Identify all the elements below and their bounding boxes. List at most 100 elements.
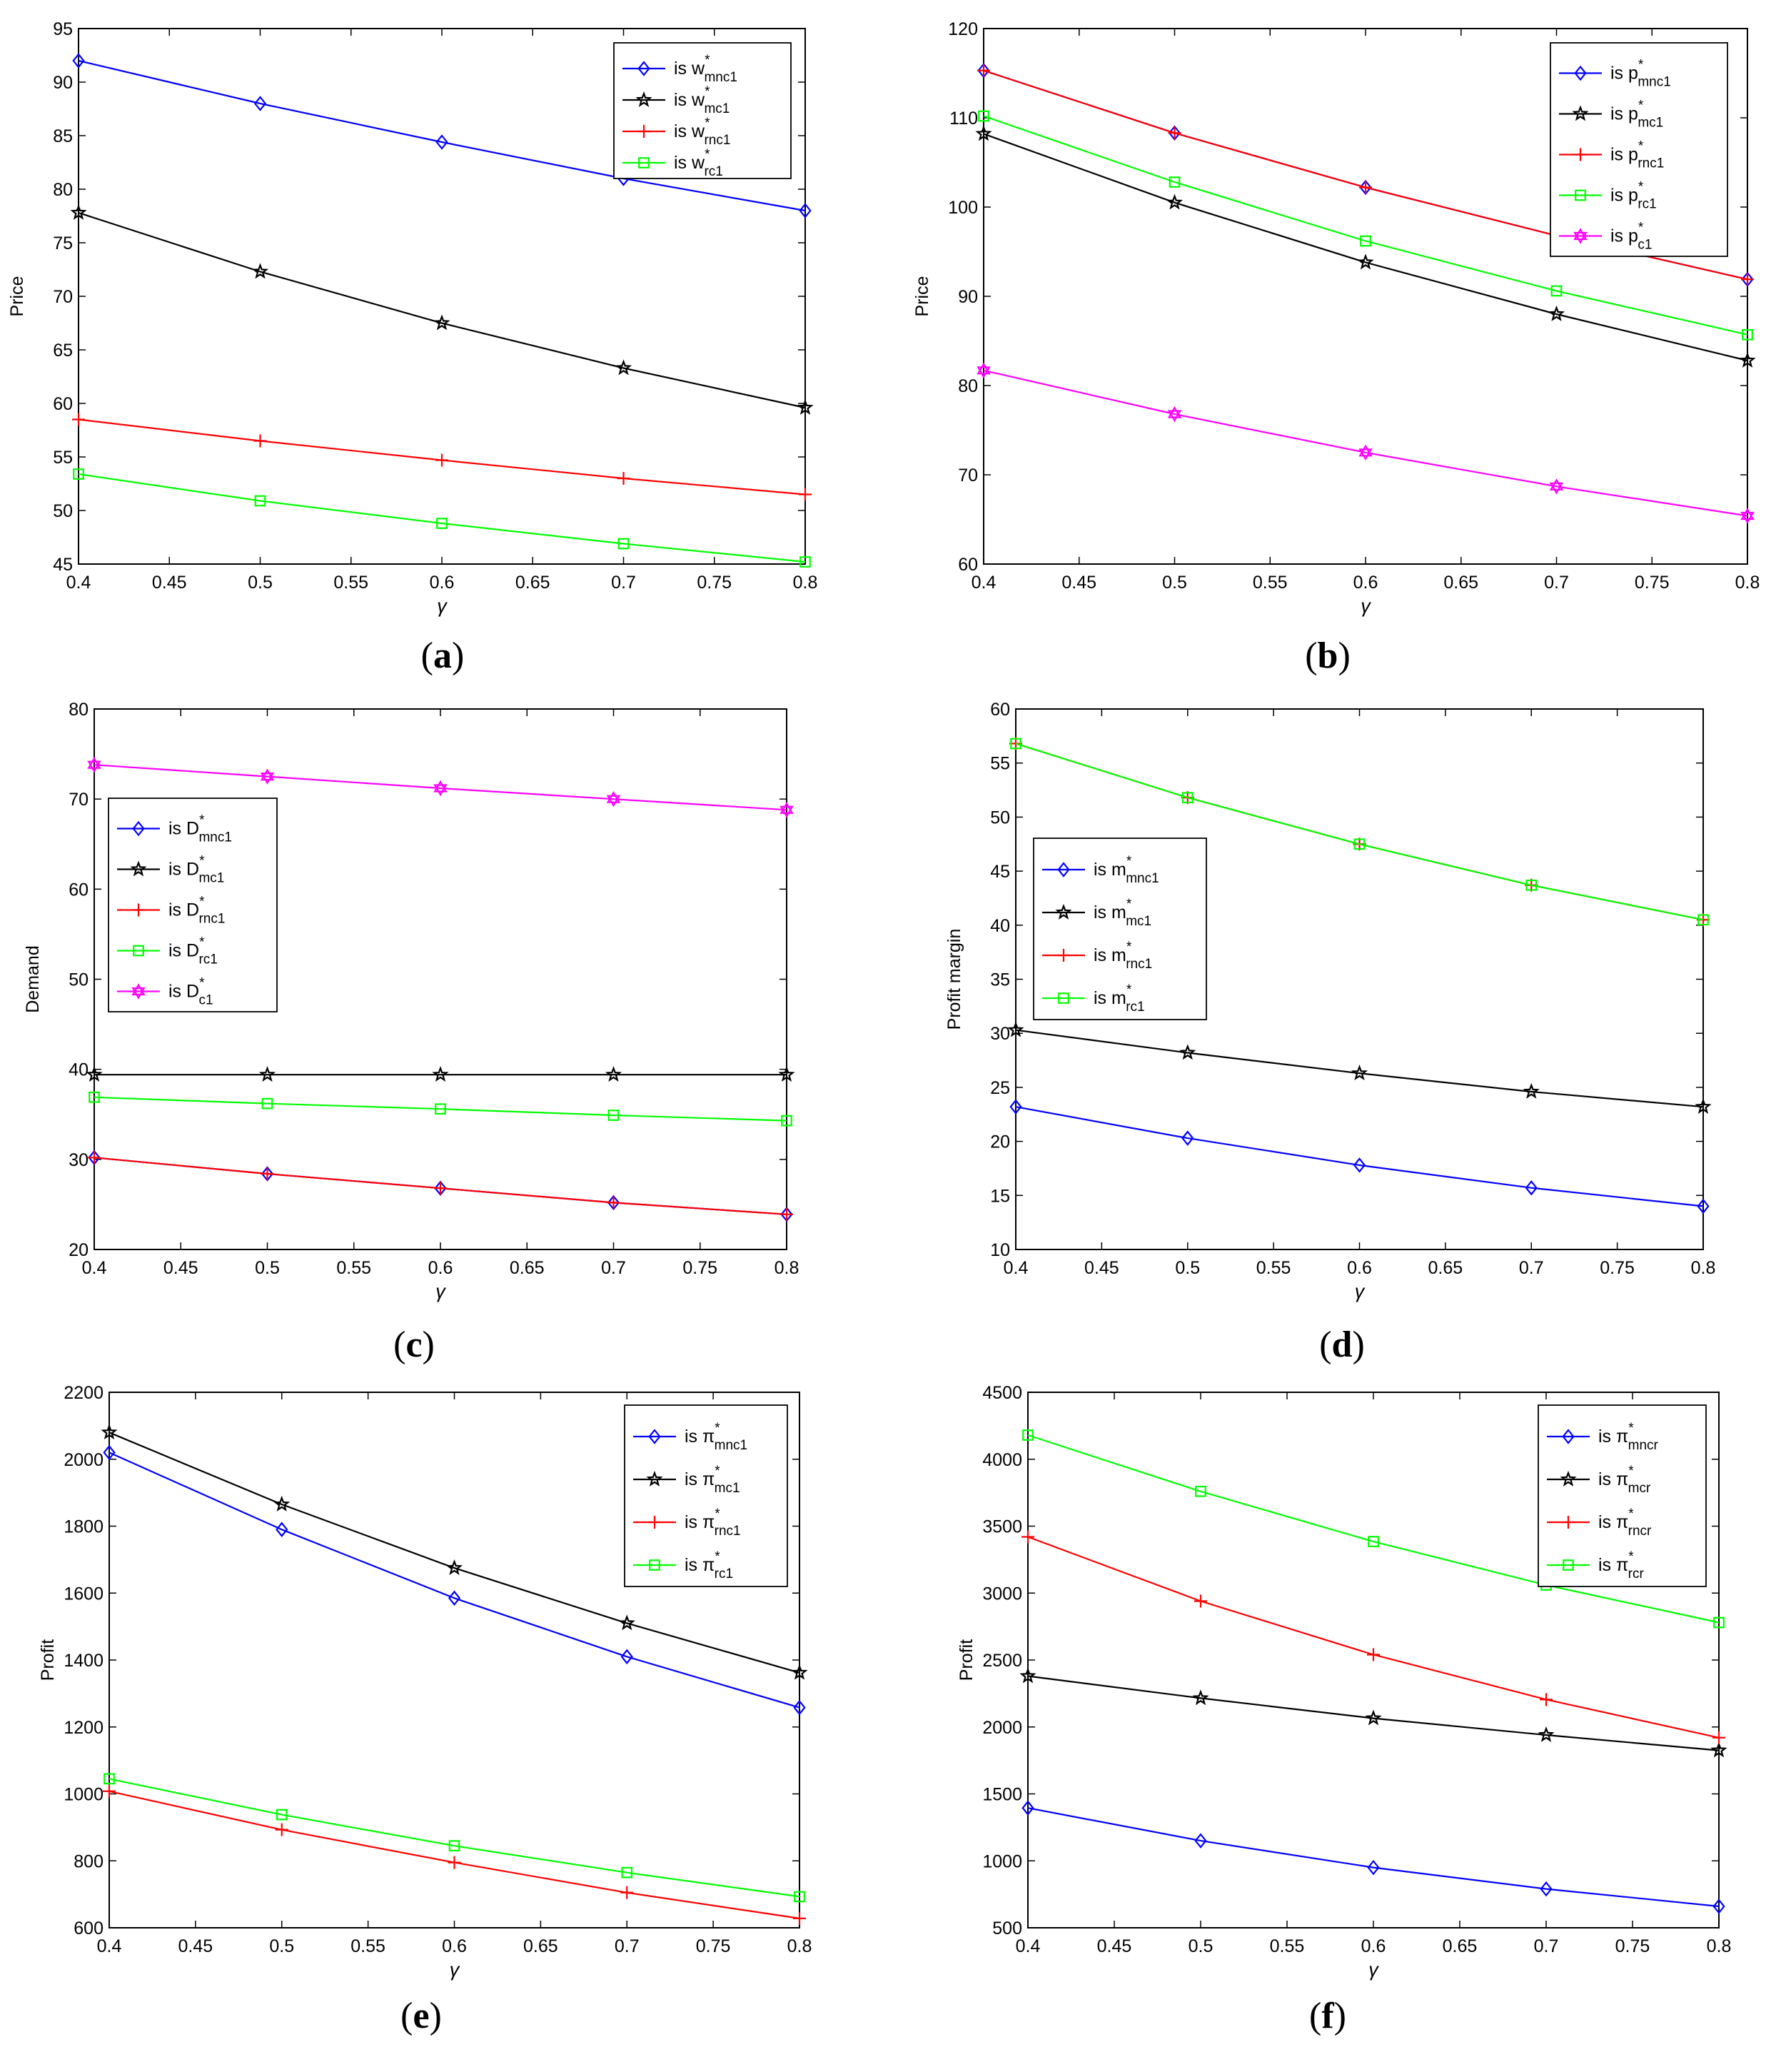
data-point	[260, 772, 275, 785]
data-point	[620, 1886, 634, 1899]
y-tick-label: 2000	[64, 1450, 104, 1470]
series-rnc1	[103, 1784, 806, 1925]
data-point	[448, 1840, 460, 1852]
data-point	[615, 359, 632, 376]
x-tick-label: 0.75	[1600, 1258, 1635, 1278]
data-point	[1194, 1594, 1207, 1608]
data-point	[73, 468, 84, 480]
data-point	[975, 125, 992, 141]
y-tick-label: 40	[990, 916, 1010, 936]
data-point	[435, 134, 448, 150]
data-point	[435, 453, 448, 467]
legend: is m* mnc1 is m* mc1 is m* rnc1 is m* rc1	[1033, 838, 1207, 1020]
data-point	[1549, 482, 1564, 495]
y-tick-label: 1800	[64, 1517, 104, 1537]
data-point	[606, 795, 621, 808]
data-point	[1740, 508, 1755, 520]
y-tick-label: 50	[990, 808, 1010, 828]
data-point	[273, 1495, 291, 1512]
y-tick-label: 110	[949, 109, 978, 129]
legend-entry-mncr: is π* mncr	[1598, 1421, 1659, 1453]
data-point	[1179, 1044, 1196, 1060]
data-point	[977, 362, 991, 375]
x-tick-label: 0.8	[1691, 1258, 1716, 1278]
legend-marker	[1057, 862, 1070, 877]
x-tick-label: 0.75	[682, 1258, 717, 1278]
series-line	[1015, 1029, 1704, 1108]
data-point	[258, 1066, 276, 1082]
y-tick-label: 65	[53, 341, 73, 361]
data-point	[448, 1856, 461, 1869]
series-mncr	[1021, 1800, 1725, 1914]
legend-marker	[132, 820, 145, 837]
legend-marker	[635, 91, 652, 107]
legend-entry-mc1: is w* mc1	[674, 84, 730, 116]
x-tick-label: 0.45	[1084, 1258, 1119, 1278]
data-point	[87, 760, 101, 773]
y-axis-label: Profit margin	[944, 929, 964, 1030]
data-point	[977, 366, 991, 378]
x-tick-label: 0.5	[1162, 573, 1187, 593]
x-tick-label: 0.5	[1175, 1258, 1200, 1278]
data-point	[1710, 1741, 1727, 1758]
data-point	[1712, 1899, 1725, 1914]
legend: is π* mncr is π* mcr is π* rncr is π* rcr	[1538, 1404, 1707, 1587]
y-tick-label: 120	[948, 19, 978, 39]
chart-panel-a: 0.4 0.45 0.5 0.55 0.6 0.65 0.7 0.75 0.8 45 50 55 60 6…	[7, 19, 817, 676]
series-line	[983, 133, 1748, 362]
data-point	[1540, 1881, 1553, 1897]
data-point	[606, 791, 621, 803]
data-point	[793, 1699, 806, 1716]
series-rc1	[1010, 738, 1709, 926]
y-tick-label: 80	[69, 700, 89, 720]
series-mc1	[101, 1424, 808, 1680]
x-tick-label: 0.55	[350, 1936, 385, 1956]
x-tick-label: 0.6	[1361, 1936, 1386, 1956]
x-tick-label: 0.45	[1097, 1936, 1132, 1956]
legend-marker	[648, 1516, 661, 1529]
x-tick-label: 0.6	[442, 1936, 467, 1956]
legend-marker	[133, 945, 144, 957]
data-point	[434, 1182, 447, 1195]
legend-entry-rcr: is π* rcr	[1598, 1549, 1644, 1581]
x-tick-label: 0.55	[333, 573, 368, 593]
legend-marker	[1573, 231, 1588, 244]
data-point	[1367, 1648, 1380, 1661]
data-point	[254, 495, 266, 507]
data-point	[620, 1649, 633, 1665]
legend-entry-rnc1: is D* rnc1	[168, 895, 225, 927]
data-point	[1358, 448, 1373, 461]
data-point	[433, 314, 450, 331]
data-point	[797, 398, 814, 415]
x-tick-label: 0.8	[1707, 1936, 1732, 1956]
y-tick-label: 1000	[64, 1785, 104, 1805]
data-point	[1010, 738, 1021, 750]
legend-marker	[649, 1559, 660, 1571]
y-tick-label: 2500	[982, 1651, 1022, 1671]
x-tick-label: 0.7	[615, 1936, 640, 1956]
legend-marker	[1573, 228, 1588, 241]
x-tick-label: 0.7	[1519, 1258, 1544, 1278]
data-point	[1550, 285, 1563, 297]
y-tick-label: 1500	[982, 1785, 1022, 1805]
data-point	[1007, 1021, 1024, 1037]
data-point	[778, 1066, 795, 1082]
x-tick-label: 0.45	[1061, 573, 1096, 593]
data-point	[1167, 410, 1182, 423]
data-point	[1713, 1616, 1725, 1629]
x-tick-label: 0.7	[601, 1258, 626, 1278]
data-point	[86, 1066, 103, 1082]
data-point	[261, 1097, 273, 1110]
series-mc1	[1007, 1021, 1712, 1114]
data-point	[779, 805, 794, 818]
legend-marker	[132, 903, 145, 917]
data-point	[794, 1891, 805, 1903]
legend-entry-mc1: is p* mc1	[1610, 99, 1663, 131]
legend-marker	[1055, 903, 1072, 920]
y-tick-label: 35	[990, 970, 1010, 990]
data-point	[605, 1066, 622, 1082]
series-rnc1	[72, 413, 812, 501]
data-point	[1166, 193, 1184, 210]
